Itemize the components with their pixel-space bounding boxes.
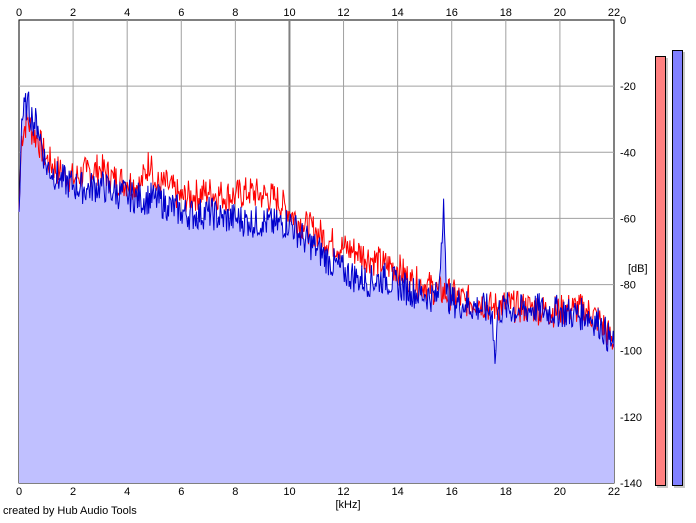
- y-tick-label: -40: [620, 147, 636, 159]
- spectrum-fill-area: [19, 91, 614, 483]
- x-tick-label-bottom: 4: [124, 486, 130, 498]
- x-tick-label-bottom: 0: [16, 486, 22, 498]
- x-tick-label-top: 8: [232, 7, 238, 19]
- x-tick-label-bottom: 6: [178, 486, 184, 498]
- x-tick-label-top: 14: [392, 7, 404, 19]
- y-tick-label: -100: [620, 346, 642, 358]
- x-tick-label-top: 0: [16, 7, 22, 19]
- y-tick-label: -80: [620, 280, 636, 292]
- x-tick-label-top: 6: [178, 7, 184, 19]
- bottom-x-ticks: 0 2 4 6 8 10 12 14 16 18 20 22: [16, 486, 620, 498]
- x-tick-label-bottom: 14: [392, 486, 404, 498]
- series-line-blue: [18, 91, 615, 364]
- y-tick-label: -120: [620, 412, 642, 424]
- y-ticks: 0 -20 -40 -60 -80 -100 -120 -140: [620, 15, 642, 490]
- level-meter-left: [655, 56, 666, 486]
- credit-text: created by Hub Audio Tools: [3, 505, 137, 517]
- y-tick-label: -140: [620, 478, 642, 490]
- x-tick-label-top: 4: [124, 7, 130, 19]
- y-tick-label: -60: [620, 213, 636, 225]
- y-axis-label: [dB]: [628, 263, 648, 275]
- x-tick-label-top: 16: [446, 7, 458, 19]
- top-x-ticks: 0 2 4 6 8 10 12 14 16 18 20 22: [16, 7, 620, 19]
- x-tick-label-top: 18: [500, 7, 512, 19]
- x-tick-label-bottom: 18: [500, 486, 512, 498]
- level-meter-right: [672, 49, 683, 486]
- x-tick-label-top: 2: [70, 7, 76, 19]
- x-tick-label-bottom: 12: [337, 486, 349, 498]
- x-axis-label: [kHz]: [335, 499, 360, 511]
- x-tick-label-top: 10: [283, 7, 295, 19]
- x-tick-label-bottom: 2: [70, 486, 76, 498]
- x-tick-label-top: 20: [554, 7, 566, 19]
- series-lines: [18, 91, 615, 364]
- y-tick-label: -20: [620, 81, 636, 93]
- x-tick-label-bottom: 20: [554, 486, 566, 498]
- x-tick-label-bottom: 22: [608, 486, 620, 498]
- y-tick-label: 0: [620, 15, 626, 27]
- x-tick-label-top: 22: [608, 7, 620, 19]
- x-tick-label-bottom: 8: [232, 486, 238, 498]
- x-tick-label-bottom: 10: [283, 486, 295, 498]
- x-tick-label-bottom: 16: [446, 486, 458, 498]
- x-tick-label-top: 12: [337, 7, 349, 19]
